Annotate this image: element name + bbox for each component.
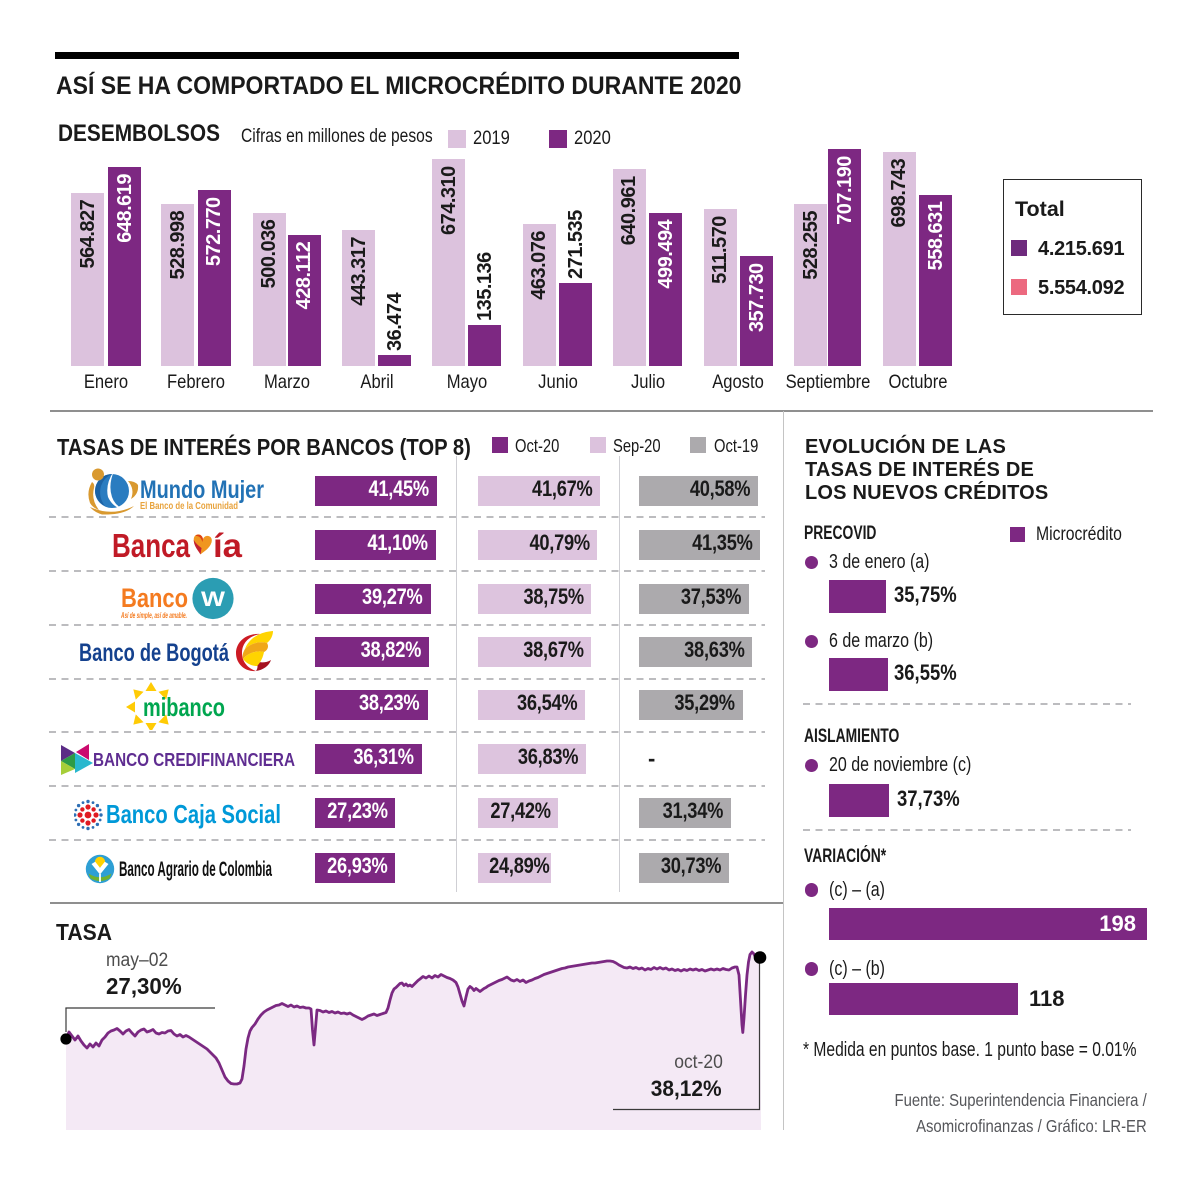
svg-text:Banco: Banco bbox=[121, 583, 188, 613]
svg-text:El Banco de la Comunidad: El Banco de la Comunidad bbox=[140, 500, 238, 512]
svg-text:Banco de Bogotá: Banco de Bogotá bbox=[79, 639, 229, 667]
svg-text:Mundo Mujer: Mundo Mujer bbox=[140, 476, 264, 504]
svg-text:mibanco: mibanco bbox=[143, 692, 225, 722]
svg-text:Banca: Banca bbox=[112, 527, 190, 564]
svg-text:W: W bbox=[201, 588, 225, 611]
svg-text:Así de simple, así de amable.: Así de simple, así de amable. bbox=[120, 610, 187, 620]
svg-text:ía: ía bbox=[213, 527, 243, 564]
svg-text:Banco Caja Social: Banco Caja Social bbox=[106, 799, 281, 829]
svg-text:Banco Agrario de Colombia: Banco Agrario de Colombia bbox=[119, 858, 272, 881]
svg-text:BANCO CREDIFINANCIERA: BANCO CREDIFINANCIERA bbox=[93, 750, 295, 770]
